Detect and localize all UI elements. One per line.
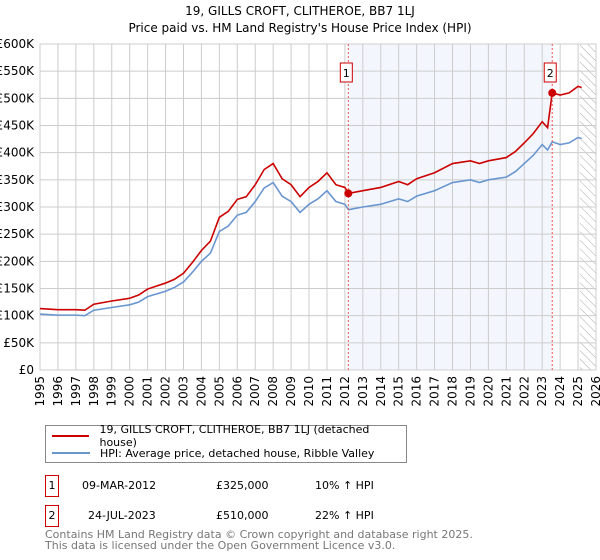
x-tick-label: 2003 <box>176 376 190 407</box>
sale-badge: 1 <box>45 475 59 497</box>
plot-frame <box>39 43 597 371</box>
y-tick-label: £200K <box>0 254 35 268</box>
chart-title: 19, GILLS CROFT, CLITHEROE, BB7 1LJ <box>185 4 415 18</box>
legend-label: HPI: Average price, detached house, Ribb… <box>100 446 375 460</box>
x-tick-label: 2010 <box>302 376 316 407</box>
y-tick-label: £100K <box>0 309 35 323</box>
x-tick-label: 2026 <box>589 376 600 407</box>
y-tick-label: £0 <box>19 363 34 377</box>
sale-point <box>548 88 557 97</box>
sale-row: 2 24-JUL-2023 £510,000 22% ↑ HPI <box>45 505 445 527</box>
y-tick-label: £50K <box>3 336 35 350</box>
y-tick-label: £500K <box>0 91 35 105</box>
price-chart: 19, GILLS CROFT, CLITHEROE, BB7 1LJ Pric… <box>0 4 600 407</box>
y-tick-label: £550K <box>0 64 35 78</box>
x-tick-label: 2001 <box>141 376 155 407</box>
sale-date: 24-JUL-2023 <box>88 509 156 522</box>
x-tick-label: 1995 <box>33 376 47 407</box>
y-tick-label: £400K <box>0 146 35 160</box>
sale-point <box>344 189 353 198</box>
legend-label: 19, GILLS CROFT, CLITHEROE, BB7 1LJ (det… <box>99 423 370 449</box>
chart-subtitle: Price paid vs. HM Land Registry's House … <box>128 21 471 35</box>
x-tick-label: 2023 <box>535 376 549 407</box>
x-tick-label: 2024 <box>553 376 567 407</box>
y-tick-label: £300K <box>0 200 35 214</box>
x-tick-label: 2013 <box>356 376 370 407</box>
x-tick-label: 1997 <box>69 376 83 407</box>
sale-hpi: 22% ↑ HPI <box>315 509 374 522</box>
series-line-1 <box>39 136 582 317</box>
x-tick-label: 2012 <box>338 376 352 407</box>
x-tick-label: 1999 <box>105 376 119 407</box>
sale-date: 09-MAR-2012 <box>82 479 157 492</box>
x-tick-label: 2017 <box>428 376 442 407</box>
x-tick-label: 2011 <box>320 376 334 407</box>
legend-swatch-blue <box>52 452 90 454</box>
x-tick-label: 2015 <box>392 376 406 407</box>
legend-swatch-red <box>52 435 90 437</box>
x-tick-label: 2005 <box>212 376 226 407</box>
x-tick-label: 2008 <box>266 376 280 407</box>
x-tick-label: 2022 <box>517 376 531 407</box>
sale-label: 1 <box>343 67 350 80</box>
x-tick-label: 1998 <box>87 376 101 407</box>
x-tick-label: 2018 <box>446 376 460 407</box>
x-tick-label: 2021 <box>499 376 513 407</box>
x-tick-label: 2002 <box>159 376 173 407</box>
legend-item-hpi: HPI: Average price, detached house, Ribb… <box>52 445 374 461</box>
sale-price: £325,000 <box>216 479 269 492</box>
sale-label-box <box>543 62 557 83</box>
sale-badge: 2 <box>45 505 59 527</box>
footer-licence: This data is licensed under the Open Gov… <box>45 539 396 552</box>
x-tick-label: 2020 <box>481 376 495 407</box>
legend-item-property: 19, GILLS CROFT, CLITHEROE, BB7 1LJ (det… <box>52 423 406 449</box>
x-tick-label: 2025 <box>571 376 585 407</box>
y-tick-label: £350K <box>0 173 35 187</box>
x-tick-label: 2007 <box>248 376 262 407</box>
legend: 19, GILLS CROFT, CLITHEROE, BB7 1LJ (det… <box>45 423 407 463</box>
sale-hpi: 10% ↑ HPI <box>315 479 374 492</box>
sale-label-box <box>339 62 353 83</box>
y-tick-label: £450K <box>0 119 35 133</box>
y-tick-label: £600K <box>0 37 35 51</box>
sale-label: 2 <box>547 67 554 80</box>
x-tick-label: 1996 <box>51 376 65 407</box>
x-tick-label: 2000 <box>123 376 137 407</box>
series-line-0 <box>39 85 582 312</box>
x-tick-label: 2016 <box>410 376 424 407</box>
x-tick-label: 2019 <box>463 376 477 407</box>
footer-copyright: Contains HM Land Registry data © Crown c… <box>45 528 473 541</box>
sale-row: 1 09-MAR-2012 £325,000 10% ↑ HPI <box>45 475 445 497</box>
y-tick-label: £250K <box>0 227 35 241</box>
sale-price: £510,000 <box>216 509 269 522</box>
x-tick-label: 2014 <box>374 376 388 407</box>
footer: Contains HM Land Registry data © Crown c… <box>45 529 473 551</box>
x-tick-label: 2006 <box>230 376 244 407</box>
x-tick-label: 2009 <box>284 376 298 407</box>
x-tick-label: 2004 <box>194 376 208 407</box>
y-tick-label: £150K <box>0 282 35 296</box>
